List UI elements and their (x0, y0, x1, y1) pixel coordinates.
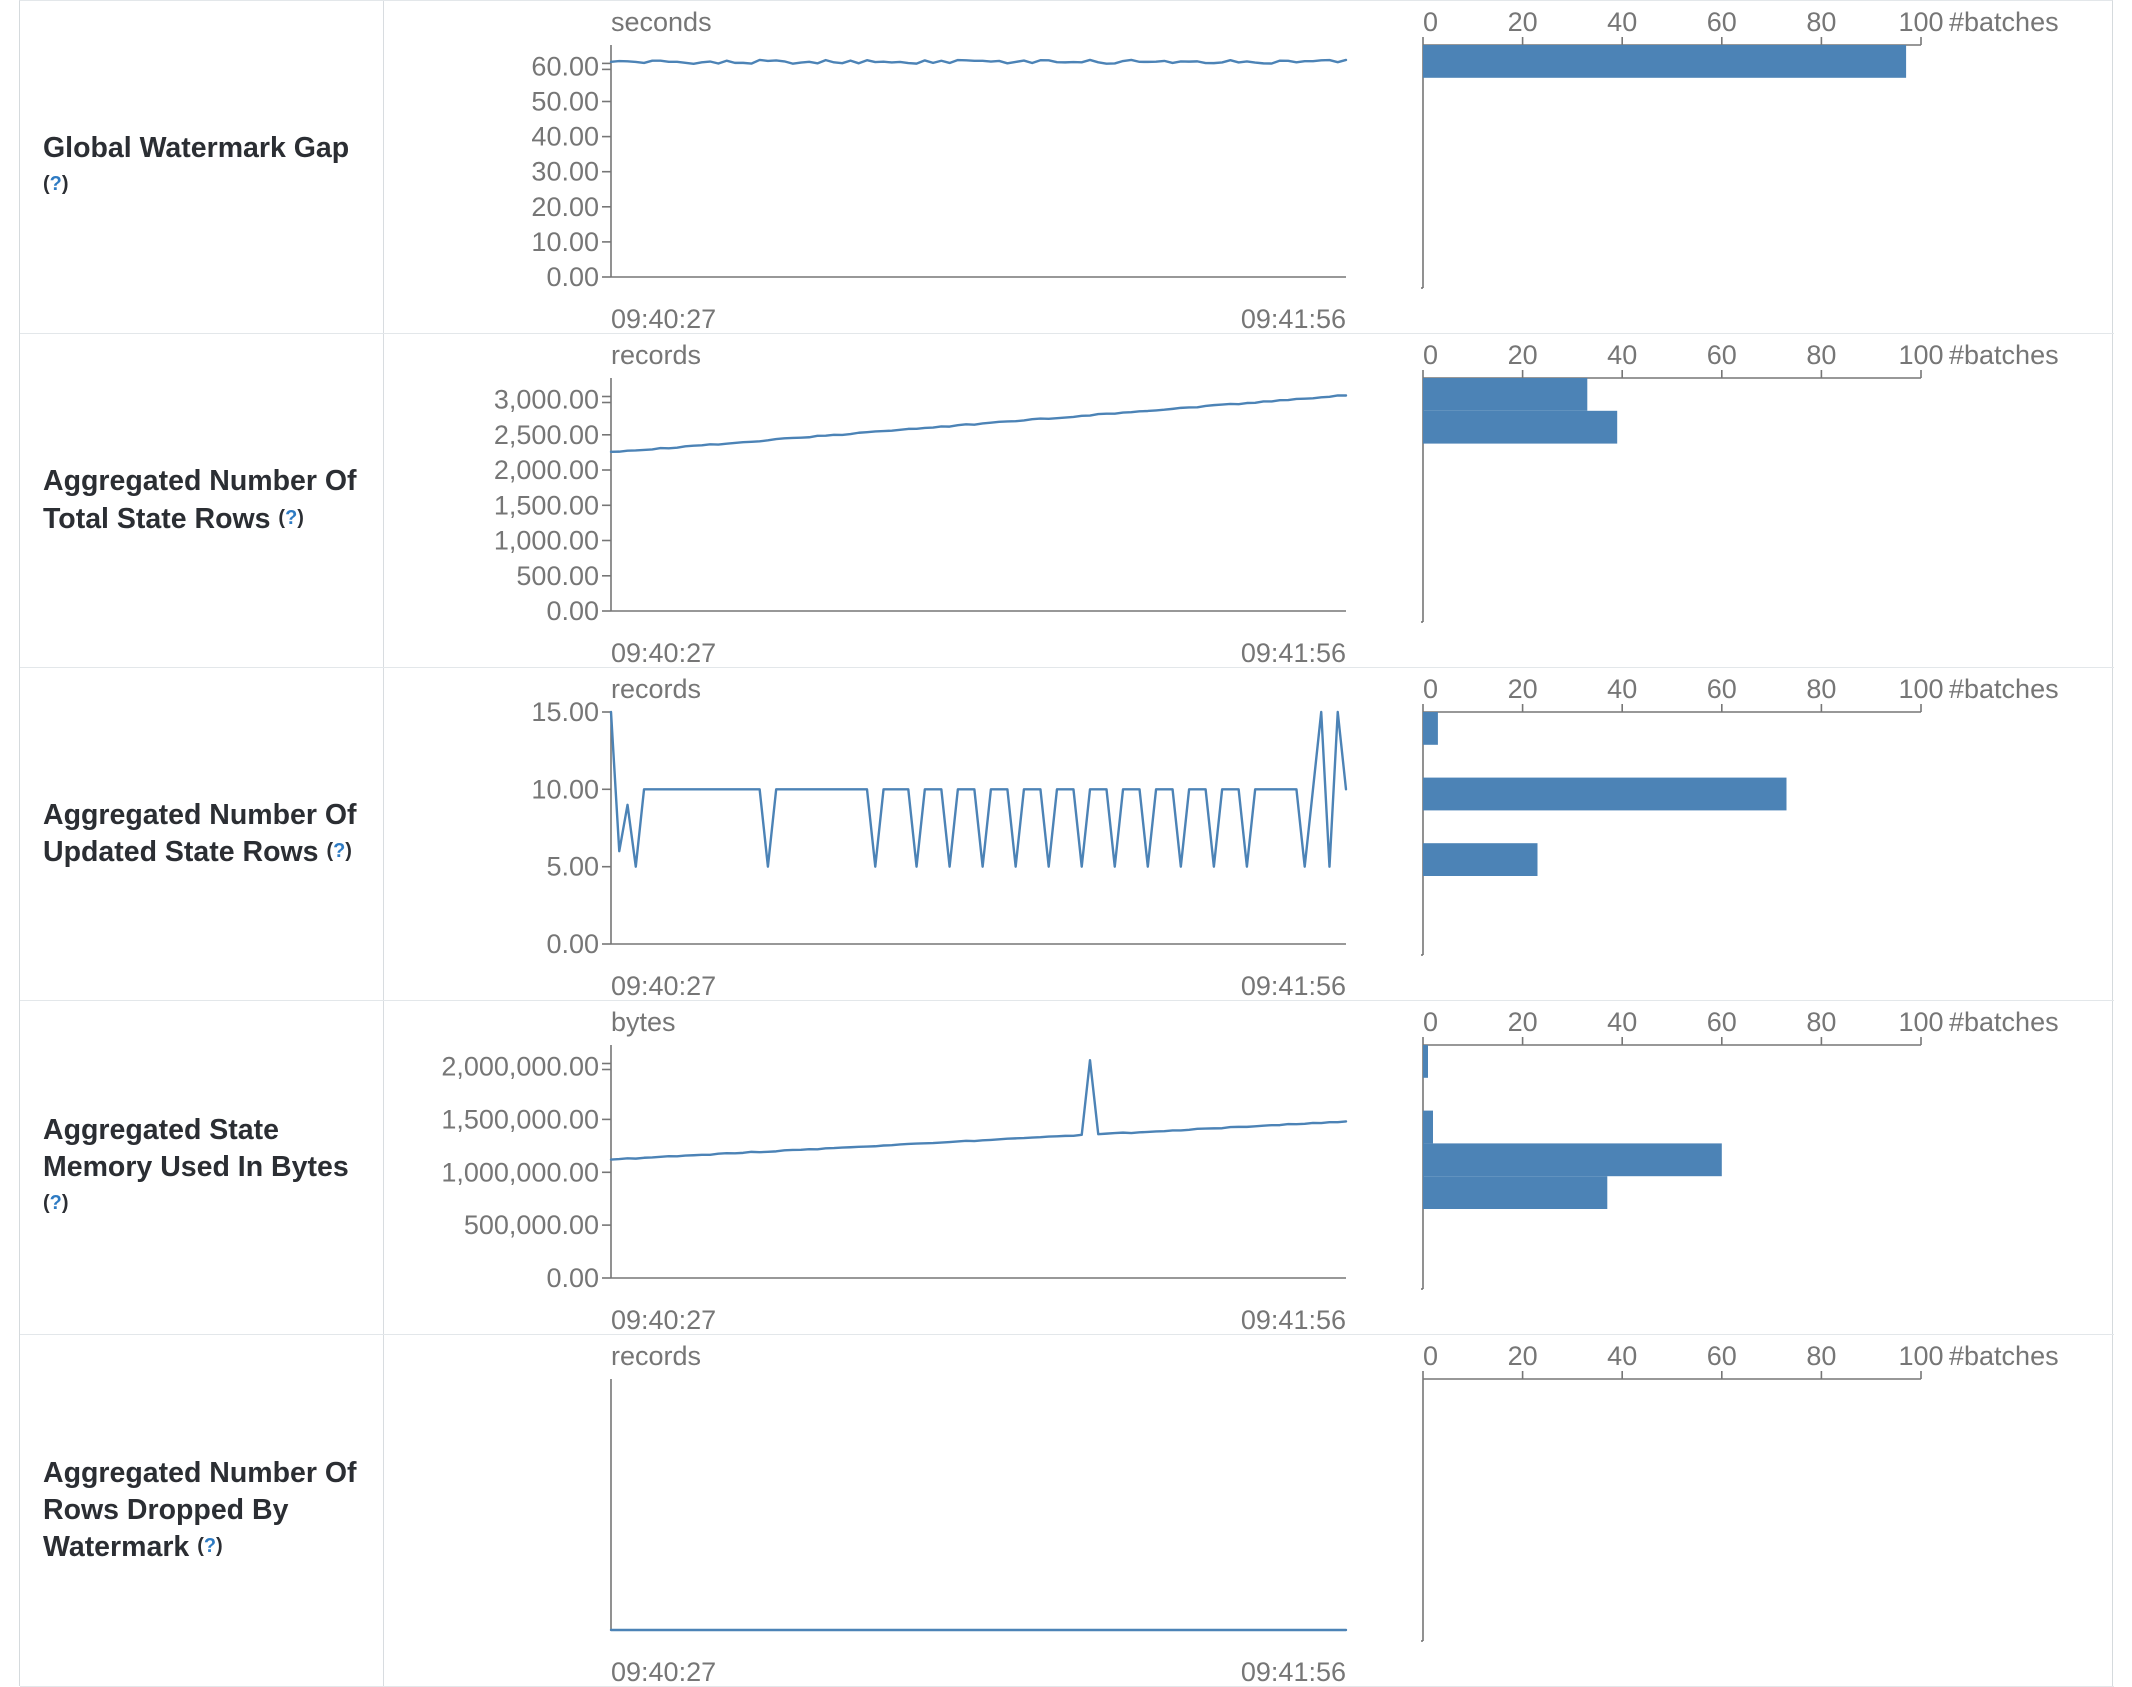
svg-text:#batches: #batches (1949, 1341, 2059, 1371)
svg-text:80: 80 (1806, 1007, 1836, 1037)
svg-text:100: 100 (1898, 674, 1943, 704)
svg-text:1,500.00: 1,500.00 (494, 490, 599, 520)
svg-text:80: 80 (1806, 1341, 1836, 1371)
svg-text:500.00: 500.00 (516, 561, 599, 591)
svg-text:0.00: 0.00 (546, 1263, 599, 1293)
svg-text:0: 0 (1423, 340, 1438, 370)
svg-text:2,000,000.00: 2,000,000.00 (441, 1052, 599, 1082)
svg-text:09:41:56: 09:41:56 (1241, 1657, 1346, 1687)
svg-text:09:40:27: 09:40:27 (611, 638, 716, 668)
svg-text:40: 40 (1607, 674, 1637, 704)
svg-text:100: 100 (1898, 1341, 1943, 1371)
svg-text:records: records (611, 340, 701, 370)
svg-text:#batches: #batches (1949, 7, 2059, 37)
svg-text:40.00: 40.00 (531, 122, 599, 152)
svg-text:40: 40 (1607, 7, 1637, 37)
svg-text:100: 100 (1898, 7, 1943, 37)
svg-text:80: 80 (1806, 7, 1836, 37)
svg-text:seconds: seconds (611, 7, 712, 37)
svg-text:09:41:56: 09:41:56 (1241, 1305, 1346, 1335)
svg-text:#batches: #batches (1949, 1007, 2059, 1037)
svg-text:records: records (611, 1341, 701, 1371)
svg-text:5.00: 5.00 (546, 852, 599, 882)
svg-text:15.00: 15.00 (531, 697, 599, 727)
svg-text:2,500.00: 2,500.00 (494, 420, 599, 450)
svg-text:20.00: 20.00 (531, 192, 599, 222)
svg-text:0: 0 (1423, 1341, 1438, 1371)
svg-text:3,000.00: 3,000.00 (494, 385, 599, 415)
svg-text:500,000.00: 500,000.00 (464, 1210, 599, 1240)
svg-text:09:41:56: 09:41:56 (1241, 304, 1346, 334)
svg-text:50.00: 50.00 (531, 87, 599, 117)
svg-text:1,000,000.00: 1,000,000.00 (441, 1157, 599, 1187)
svg-text:20: 20 (1508, 340, 1538, 370)
svg-text:09:41:56: 09:41:56 (1241, 638, 1346, 668)
svg-text:0: 0 (1423, 1007, 1438, 1037)
svg-text:60: 60 (1707, 1007, 1737, 1037)
svg-text:0: 0 (1423, 674, 1438, 704)
svg-text:10.00: 10.00 (531, 774, 599, 804)
svg-text:bytes: bytes (611, 1007, 676, 1037)
svg-text:60.00: 60.00 (531, 51, 599, 81)
svg-text:1,500,000.00: 1,500,000.00 (441, 1104, 599, 1134)
svg-text:20: 20 (1508, 674, 1538, 704)
svg-text:20: 20 (1508, 1341, 1538, 1371)
svg-text:09:40:27: 09:40:27 (611, 1305, 716, 1335)
svg-text:100: 100 (1898, 340, 1943, 370)
svg-text:09:40:27: 09:40:27 (611, 304, 716, 334)
svg-text:100: 100 (1898, 1007, 1943, 1037)
svg-text:60: 60 (1707, 7, 1737, 37)
svg-text:records: records (611, 674, 701, 704)
svg-text:09:41:56: 09:41:56 (1241, 971, 1346, 1001)
svg-text:10.00: 10.00 (531, 227, 599, 257)
svg-text:80: 80 (1806, 340, 1836, 370)
svg-text:0.00: 0.00 (546, 929, 599, 959)
svg-text:40: 40 (1607, 340, 1637, 370)
svg-text:30.00: 30.00 (531, 157, 599, 187)
svg-text:0.00: 0.00 (546, 596, 599, 626)
svg-text:2,000.00: 2,000.00 (494, 455, 599, 485)
svg-text:40: 40 (1607, 1341, 1637, 1371)
svg-text:20: 20 (1508, 1007, 1538, 1037)
svg-text:09:40:27: 09:40:27 (611, 971, 716, 1001)
svg-text:40: 40 (1607, 1007, 1637, 1037)
svg-text:1,000.00: 1,000.00 (494, 526, 599, 556)
svg-text:#batches: #batches (1949, 674, 2059, 704)
svg-text:09:40:27: 09:40:27 (611, 1657, 716, 1687)
svg-text:0: 0 (1423, 7, 1438, 37)
svg-text:60: 60 (1707, 1341, 1737, 1371)
svg-text:20: 20 (1508, 7, 1538, 37)
svg-text:60: 60 (1707, 674, 1737, 704)
svg-text:0.00: 0.00 (546, 262, 599, 292)
svg-text:80: 80 (1806, 674, 1836, 704)
svg-text:60: 60 (1707, 340, 1737, 370)
svg-text:#batches: #batches (1949, 340, 2059, 370)
